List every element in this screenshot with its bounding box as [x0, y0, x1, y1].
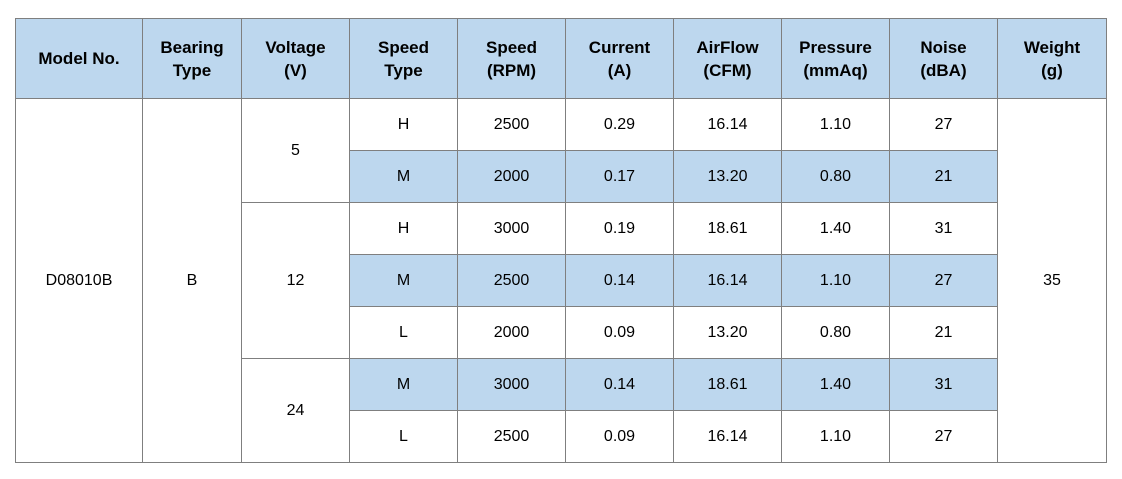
table-row: L 2500 0.09 16.14 1.10 27: [16, 410, 1107, 463]
header-voltage: Voltage (V): [241, 18, 350, 99]
table-row: M 2000 0.17 13.20 0.80 21: [16, 150, 1107, 203]
pressure-cell: 0.80: [781, 306, 890, 359]
airflow-cell: 16.14: [673, 254, 782, 307]
current-cell: 0.09: [565, 410, 674, 463]
speed-type-cell: M: [349, 254, 458, 307]
airflow-cell: 16.14: [673, 98, 782, 151]
noise-cell: 21: [889, 306, 998, 359]
model-cell: D08010B: [15, 98, 143, 463]
speed-type-cell: L: [349, 306, 458, 359]
header-speed-rpm: Speed (RPM): [457, 18, 566, 99]
table-row: L 2000 0.09 13.20 0.80 21: [16, 306, 1107, 359]
current-cell: 0.19: [565, 202, 674, 255]
voltage-cell-24v: 24: [241, 358, 350, 463]
header-current: Current (A): [565, 18, 674, 99]
noise-cell: 27: [889, 410, 998, 463]
fan-spec-table: Model No. Bearing Type Voltage (V) Speed Ty…: [15, 18, 1107, 463]
noise-cell: 31: [889, 202, 998, 255]
current-cell: 0.29: [565, 98, 674, 151]
airflow-cell: 18.61: [673, 358, 782, 411]
header-row: Model No. Bearing Type Voltage (V) Speed Ty…: [15, 18, 1107, 99]
pressure-cell: 1.40: [781, 358, 890, 411]
noise-cell: 21: [889, 150, 998, 203]
speed-type-cell: H: [349, 98, 458, 151]
airflow-cell: 18.61: [673, 202, 782, 255]
airflow-cell: 16.14: [673, 410, 782, 463]
table-row: D08010B B 5 H 2500 0.29 16.14 1.10 27 35: [15, 98, 1107, 463]
airflow-cell: 13.20: [673, 306, 782, 359]
noise-cell: 27: [889, 98, 998, 151]
header-speed-type: Speed Type: [349, 18, 458, 99]
pressure-cell: 1.10: [781, 98, 890, 151]
rpm-cell: 2000: [457, 306, 566, 359]
header-bearing-type: Bearing Type: [142, 18, 242, 99]
current-cell: 0.14: [565, 254, 674, 307]
pressure-cell: 1.40: [781, 202, 890, 255]
rpm-cell: 3000: [457, 358, 566, 411]
header-noise: Noise (dBA): [889, 18, 998, 99]
rpm-cell: 2500: [457, 98, 566, 151]
header-model: Model No.: [15, 18, 143, 99]
header-pressure: Pressure (mmAq): [781, 18, 890, 99]
pressure-cell: 0.80: [781, 150, 890, 203]
rpm-cell: 2500: [457, 254, 566, 307]
header-airflow: AirFlow (CFM): [673, 18, 782, 99]
speed-type-cell: M: [349, 150, 458, 203]
voltage-cell-12v: 12: [241, 202, 350, 359]
header-weight: Weight (g): [997, 18, 1107, 99]
rpm-cell: 2000: [457, 150, 566, 203]
bearing-type-cell: B: [142, 98, 242, 463]
voltage-cell-5v: 5: [241, 98, 350, 203]
current-cell: 0.09: [565, 306, 674, 359]
speed-type-cell: M: [349, 358, 458, 411]
rpm-cell: 3000: [457, 202, 566, 255]
speed-type-cell: L: [349, 410, 458, 463]
noise-cell: 27: [889, 254, 998, 307]
noise-cell: 31: [889, 358, 998, 411]
pressure-cell: 1.10: [781, 410, 890, 463]
current-cell: 0.17: [565, 150, 674, 203]
speed-type-cell: H: [349, 202, 458, 255]
airflow-cell: 13.20: [673, 150, 782, 203]
current-cell: 0.14: [565, 358, 674, 411]
weight-cell: 35: [997, 98, 1107, 463]
pressure-cell: 1.10: [781, 254, 890, 307]
rpm-cell: 2500: [457, 410, 566, 463]
